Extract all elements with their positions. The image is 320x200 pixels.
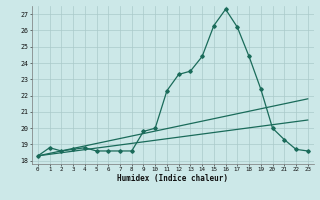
X-axis label: Humidex (Indice chaleur): Humidex (Indice chaleur) — [117, 174, 228, 183]
